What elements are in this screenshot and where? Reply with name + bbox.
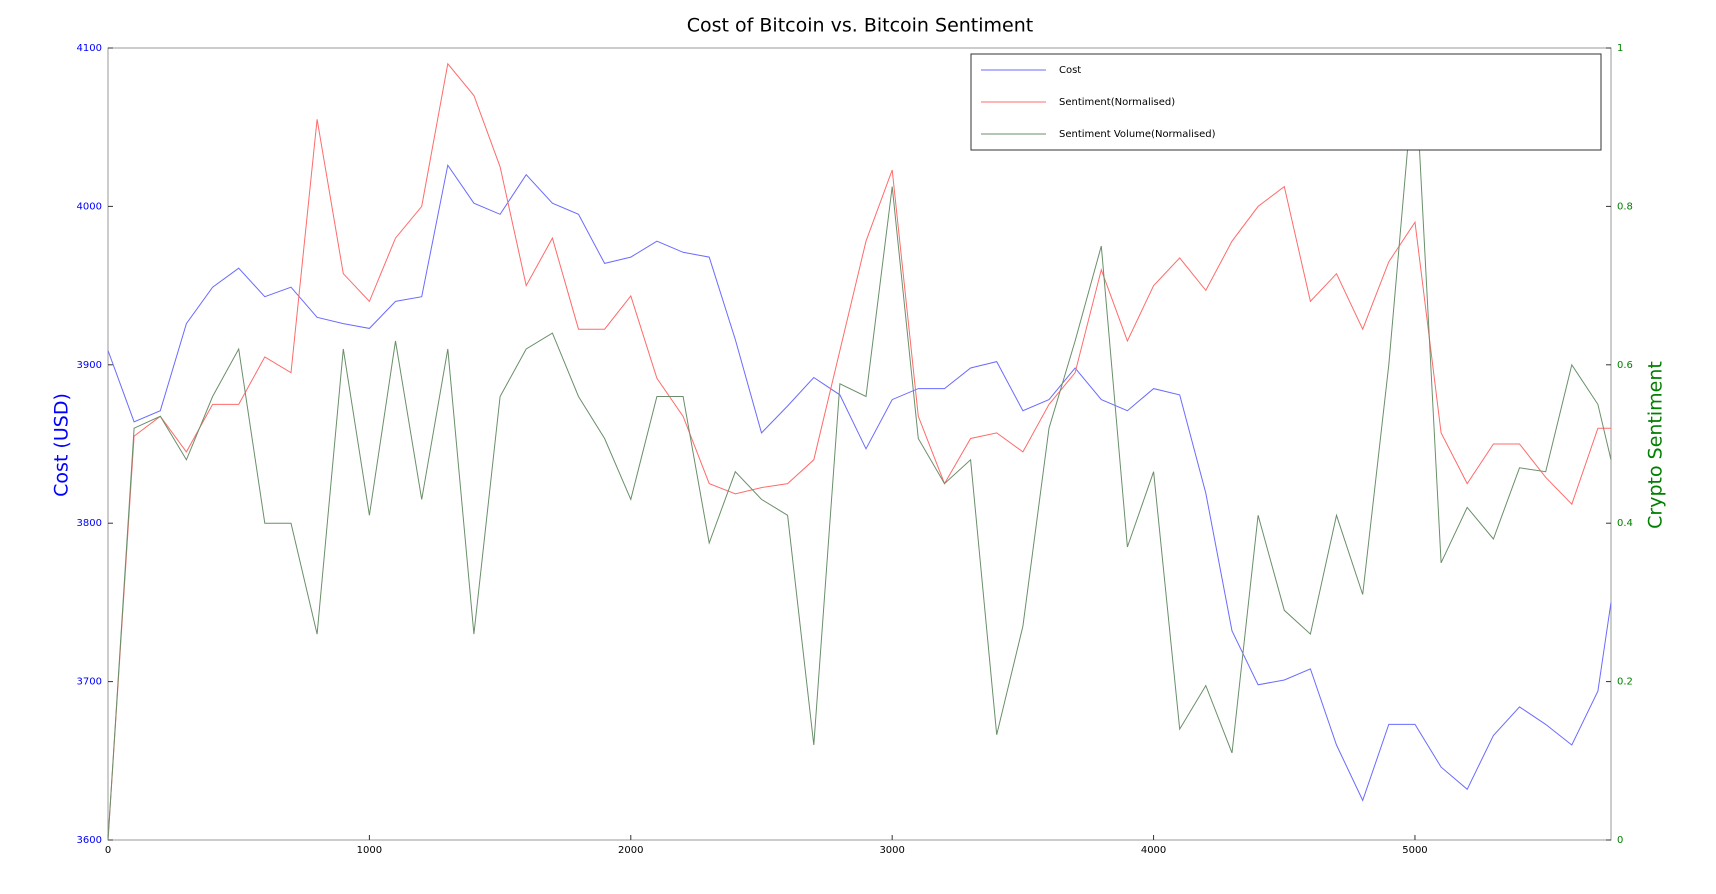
y2-tick-label: 0.4 <box>1617 518 1633 529</box>
chart-title: Cost of Bitcoin vs. Bitcoin Sentiment <box>687 15 1033 37</box>
legend-label: Cost <box>1059 65 1081 76</box>
y2-tick-label: 0.8 <box>1617 201 1633 212</box>
series-line <box>107 62 1611 841</box>
series-line <box>107 163 1612 802</box>
x-tick-label: 3000 <box>879 845 904 856</box>
y2-tick-label: 0.2 <box>1617 677 1633 688</box>
x-tick-label: 1000 <box>357 845 382 856</box>
x-tick-label: 4000 <box>1141 845 1166 856</box>
y2-tick-label: 0.6 <box>1617 360 1633 371</box>
y2-tick-label: 0 <box>1617 835 1623 846</box>
y2-tick-label: 1 <box>1617 43 1623 54</box>
x-tick-label: 5000 <box>1402 845 1427 856</box>
series-line <box>107 63 1612 841</box>
y-tick-label: 3800 <box>77 518 102 529</box>
y-tick-label: 3900 <box>77 360 102 371</box>
y-tick-label: 4000 <box>77 201 102 212</box>
legend-box <box>970 53 1602 151</box>
y-tick-label: 3700 <box>77 677 102 688</box>
x-tick-label: 0 <box>105 845 111 856</box>
y-tick-label: 4100 <box>77 43 102 54</box>
x-tick-label: 2000 <box>618 845 643 856</box>
legend-label: Sentiment Volume(Normalised) <box>1059 129 1216 140</box>
y2-axis-label: Crypto Sentiment <box>1645 361 1667 529</box>
plot-frame <box>107 47 1612 841</box>
y-axis-label: Cost (USD) <box>51 393 73 497</box>
legend-label: Sentiment(Normalised) <box>1059 97 1175 108</box>
y-tick-label: 3600 <box>77 835 102 846</box>
